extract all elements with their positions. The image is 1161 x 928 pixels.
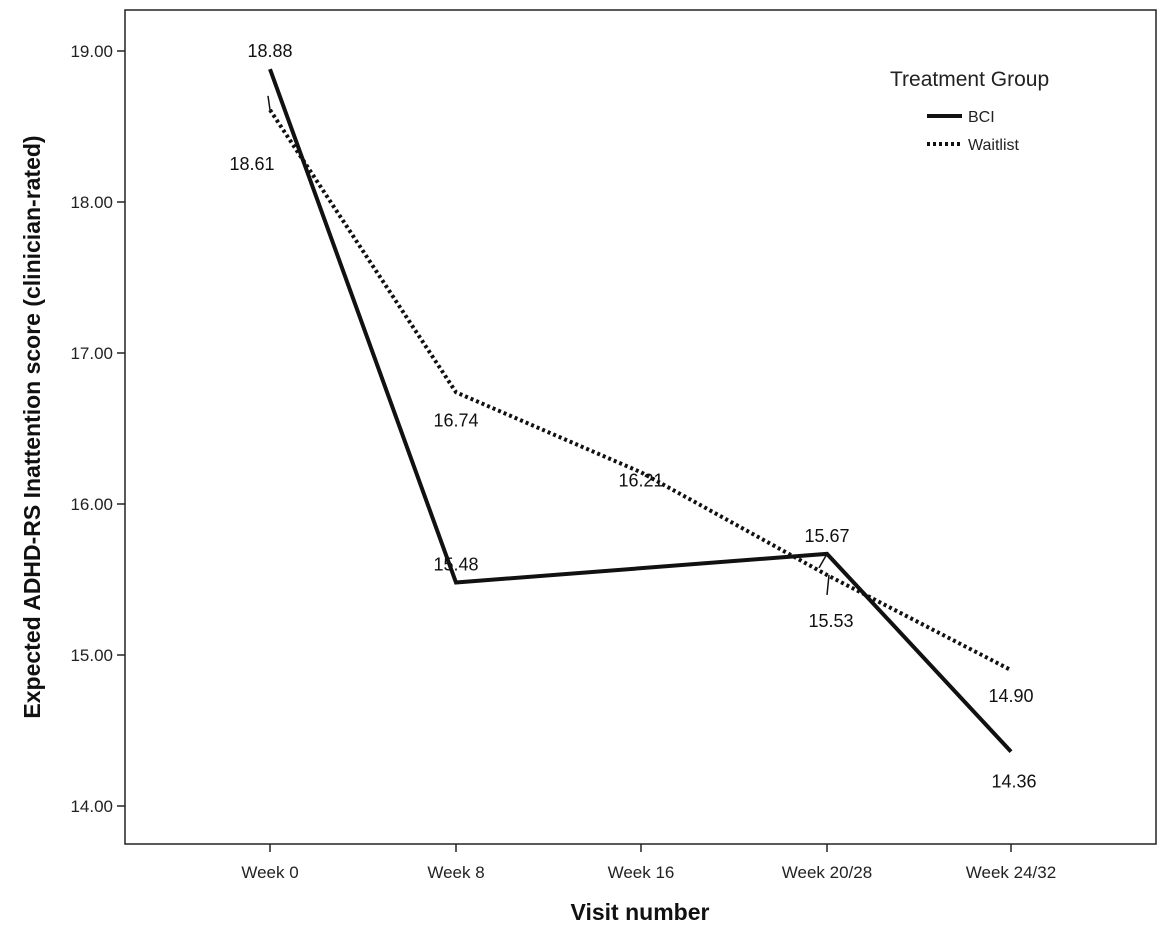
data-label-waitlist: 16.21 xyxy=(618,470,663,490)
x-tick-label: Week 8 xyxy=(427,863,484,882)
data-label-waitlist: 14.90 xyxy=(988,686,1033,706)
legend-label-bci: BCI xyxy=(968,109,995,126)
x-tick-label: Week 20/28 xyxy=(782,863,872,882)
data-labels: 18.88 15.48 15.67 14.36 18.61 16.74 16.21 15.53… xyxy=(229,41,1036,792)
data-label-waitlist: 15.53 xyxy=(808,611,853,631)
x-tick-label: Week 0 xyxy=(241,863,298,882)
y-tick-label: 14.00 xyxy=(70,797,113,816)
y-tick-label: 15.00 xyxy=(70,646,113,665)
data-label-waitlist: 16.74 xyxy=(433,410,478,430)
y-axis-title: Expected ADHD-RS Inattention score (clin… xyxy=(19,135,45,718)
data-label-bci: 15.48 xyxy=(433,555,478,575)
data-label-bci: 18.88 xyxy=(247,41,292,61)
y-tick-label: 19.00 xyxy=(70,42,113,61)
legend-title: Treatment Group xyxy=(890,68,1049,91)
x-axis: Week 0 Week 8 Week 16 Week 20/28 Week 24/32 xyxy=(241,844,1056,882)
data-label-leader xyxy=(826,574,830,596)
data-label-leader xyxy=(818,553,828,569)
data-label-leader xyxy=(267,95,271,110)
data-label-bci: 14.36 xyxy=(991,772,1036,792)
plot-frame xyxy=(124,9,1157,845)
data-label-bci: 15.67 xyxy=(804,526,849,546)
x-tick-label: Week 24/32 xyxy=(966,863,1056,882)
y-axis: 14.00 15.00 16.00 17.00 18.00 19.00 xyxy=(70,42,125,816)
y-tick-label: 18.00 xyxy=(70,193,113,212)
y-tick-label: 17.00 xyxy=(70,344,113,363)
legend-label-waitlist: Waitlist xyxy=(968,137,1020,154)
series-line-waitlist xyxy=(268,108,1012,672)
x-axis-title: Visit number xyxy=(571,899,710,925)
series-line-bci xyxy=(268,68,1013,754)
x-tick-label: Week 16 xyxy=(608,863,675,882)
legend: Treatment Group BCI Waitlist xyxy=(890,68,1049,154)
data-label-waitlist: 18.61 xyxy=(229,154,274,174)
y-tick-label: 16.00 xyxy=(70,495,113,514)
series-layer xyxy=(268,68,1013,754)
